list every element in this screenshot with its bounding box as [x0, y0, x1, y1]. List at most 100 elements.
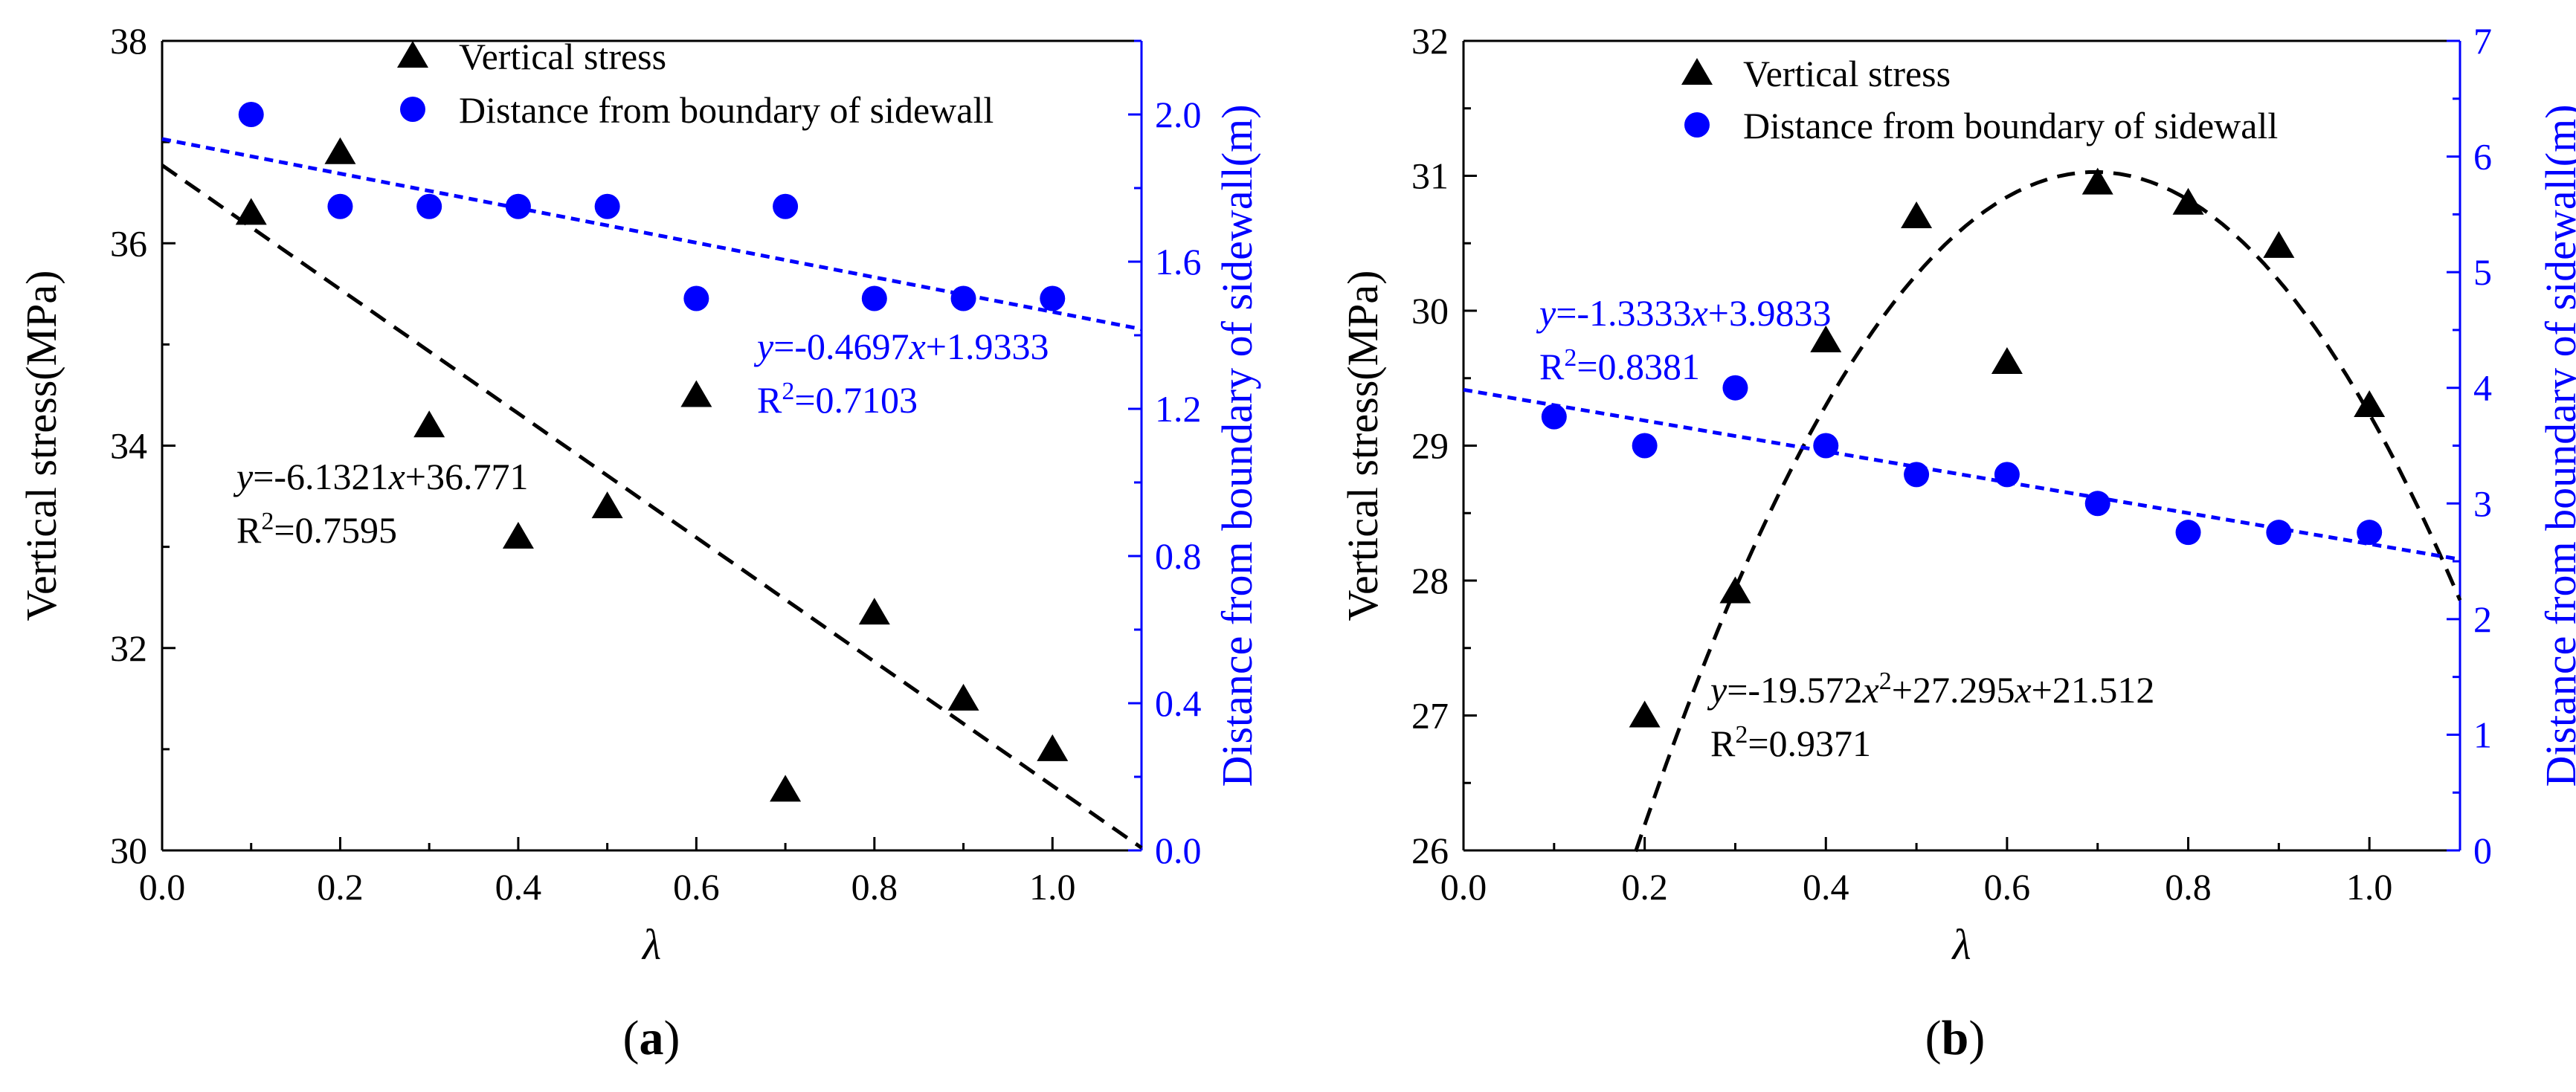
- data-point-stress: [1991, 346, 2023, 374]
- data-point-distance: [594, 193, 620, 219]
- y-right-tick-label: 2: [2473, 598, 2492, 640]
- data-point-distance: [1994, 462, 2020, 488]
- y-tick-label: 32: [110, 627, 147, 669]
- data-point-stress: [1719, 576, 1751, 604]
- r2-sup: 2: [782, 378, 794, 405]
- y-right-tick-label: 3: [2473, 482, 2492, 524]
- x-axis-title: λ: [1951, 920, 1971, 969]
- eq-x: x: [388, 456, 405, 497]
- x-tick-label: 0.6: [673, 866, 720, 908]
- data-point-stress: [858, 598, 890, 625]
- panel-label: (b): [1925, 1011, 1986, 1065]
- fit-equation: y=-6.1321x+36.771: [233, 456, 528, 497]
- x-tick-label: 0.6: [1984, 866, 2031, 908]
- y-tick-label: 29: [1411, 425, 1449, 467]
- eq-x: x: [1862, 669, 1879, 711]
- x-tick-label: 0.0: [139, 866, 186, 908]
- x-axis-title: λ: [641, 920, 661, 969]
- data-point-stress: [770, 775, 802, 802]
- data-point-stress: [947, 683, 979, 711]
- y-tick-label: 31: [1411, 155, 1449, 197]
- fit-r-squared: R2=0.8381: [1539, 344, 1700, 388]
- x-tick-label: 1.0: [1029, 866, 1076, 908]
- panel-label-open: (: [1925, 1011, 1942, 1065]
- y-tick-label: 32: [1411, 20, 1449, 62]
- y-right-tick-label: 1: [2473, 714, 2492, 755]
- data-point-distance: [861, 285, 887, 311]
- data-point-stress: [1037, 734, 1069, 761]
- legend-marker-circle: [400, 97, 425, 122]
- r2-r: R: [236, 509, 262, 551]
- fit-r-squared: R2=0.7595: [236, 508, 397, 552]
- y-tick-label: 28: [1411, 560, 1449, 601]
- panel-label-letter: b: [1942, 1011, 1969, 1065]
- panel-label-letter: a: [640, 1011, 664, 1065]
- chart-panel-b: 0.0 0.2 0.4 0.6 0.8 1.0 26 27 28 29 30 31 32 0 1 2 3 4 5 6 7…: [1339, 20, 2576, 1065]
- eq-y: y: [233, 456, 254, 497]
- x-tick-label: 0.2: [317, 866, 364, 908]
- data-point-stress: [2263, 230, 2295, 258]
- y-right-tick-label: 0.8: [1155, 535, 1202, 577]
- x-tick-label: 1.0: [2346, 866, 2393, 908]
- y-tick-label: 34: [110, 425, 147, 467]
- data-point-distance: [1632, 433, 1658, 459]
- y-right-tick-label: 5: [2473, 251, 2492, 293]
- legend-label: Vertical stress: [1743, 53, 1951, 94]
- fit-line-distance: [1463, 387, 2461, 561]
- y-tick-label: 36: [110, 222, 147, 264]
- panel-label-open: (: [623, 1011, 640, 1065]
- data-point-stress: [2354, 390, 2386, 418]
- x-tick-label: 0.8: [2165, 866, 2212, 908]
- data-point-stress: [502, 522, 534, 549]
- data-point-distance: [1904, 462, 1930, 488]
- legend-label: Distance from boundary of sidewall: [1743, 105, 2278, 146]
- eq-intercept: +36.771: [405, 456, 529, 497]
- eq-x2: x: [2014, 669, 2031, 711]
- x-tick-label: 0.4: [495, 866, 542, 908]
- legend-marker-triangle: [397, 41, 428, 68]
- data-point-stress: [1810, 325, 1842, 352]
- data-point-distance: [416, 193, 442, 219]
- r2-value: =0.9371: [1748, 723, 1871, 764]
- eq-intercept: +21.512: [2032, 669, 2155, 711]
- x-tick-label: 0.4: [1803, 866, 1849, 908]
- y-right-tick-label: 0.0: [1155, 830, 1202, 871]
- data-point-distance: [2357, 520, 2383, 546]
- eq-coef: =-0.4697: [773, 326, 909, 367]
- data-point-distance: [2084, 491, 2110, 517]
- fit-line-distance: [161, 137, 1142, 332]
- legend-label: Vertical stress: [459, 36, 666, 77]
- y-right-tick-label: 4: [2473, 367, 2492, 409]
- eq-x: x: [1691, 292, 1708, 334]
- data-point-distance: [1040, 285, 1066, 311]
- y-right-tick-label: 2.0: [1155, 94, 1202, 135]
- y-right-tick-label: 0: [2473, 830, 2492, 871]
- fit-r-squared: R2=0.9371: [1710, 721, 1871, 765]
- eq-y: y: [753, 326, 774, 367]
- legend-marker-triangle: [1681, 58, 1713, 85]
- data-point-distance: [2266, 520, 2292, 546]
- data-point-distance: [683, 285, 709, 311]
- fit-equation: y=-19.572x2+27.295x+21.512: [1707, 668, 2154, 711]
- y-right-tick-label: 7: [2473, 20, 2492, 62]
- r2-r: R: [1710, 723, 1736, 764]
- panel-label-close: ): [664, 1011, 680, 1065]
- data-point-stress: [591, 491, 623, 519]
- panel-label: (a): [623, 1011, 680, 1065]
- data-point-distance: [773, 193, 799, 219]
- fit-line-stress: [1634, 169, 2462, 853]
- data-point-stress: [1629, 700, 1661, 728]
- eq-y: y: [1707, 669, 1727, 711]
- data-point-stress: [680, 380, 712, 407]
- x-tick-label: 0.0: [1440, 866, 1487, 908]
- panel-label-close: ): [1968, 1011, 1985, 1065]
- y-tick-label: 30: [110, 830, 147, 871]
- y-tick-label: 38: [110, 20, 147, 62]
- eq-x: x: [909, 326, 926, 367]
- y-right-tick-label: 6: [2473, 136, 2492, 178]
- r2-sup: 2: [1564, 344, 1577, 372]
- data-point-distance: [505, 193, 531, 219]
- y-tick-label: 26: [1411, 830, 1449, 871]
- eq-coef: =-6.1321: [253, 456, 388, 497]
